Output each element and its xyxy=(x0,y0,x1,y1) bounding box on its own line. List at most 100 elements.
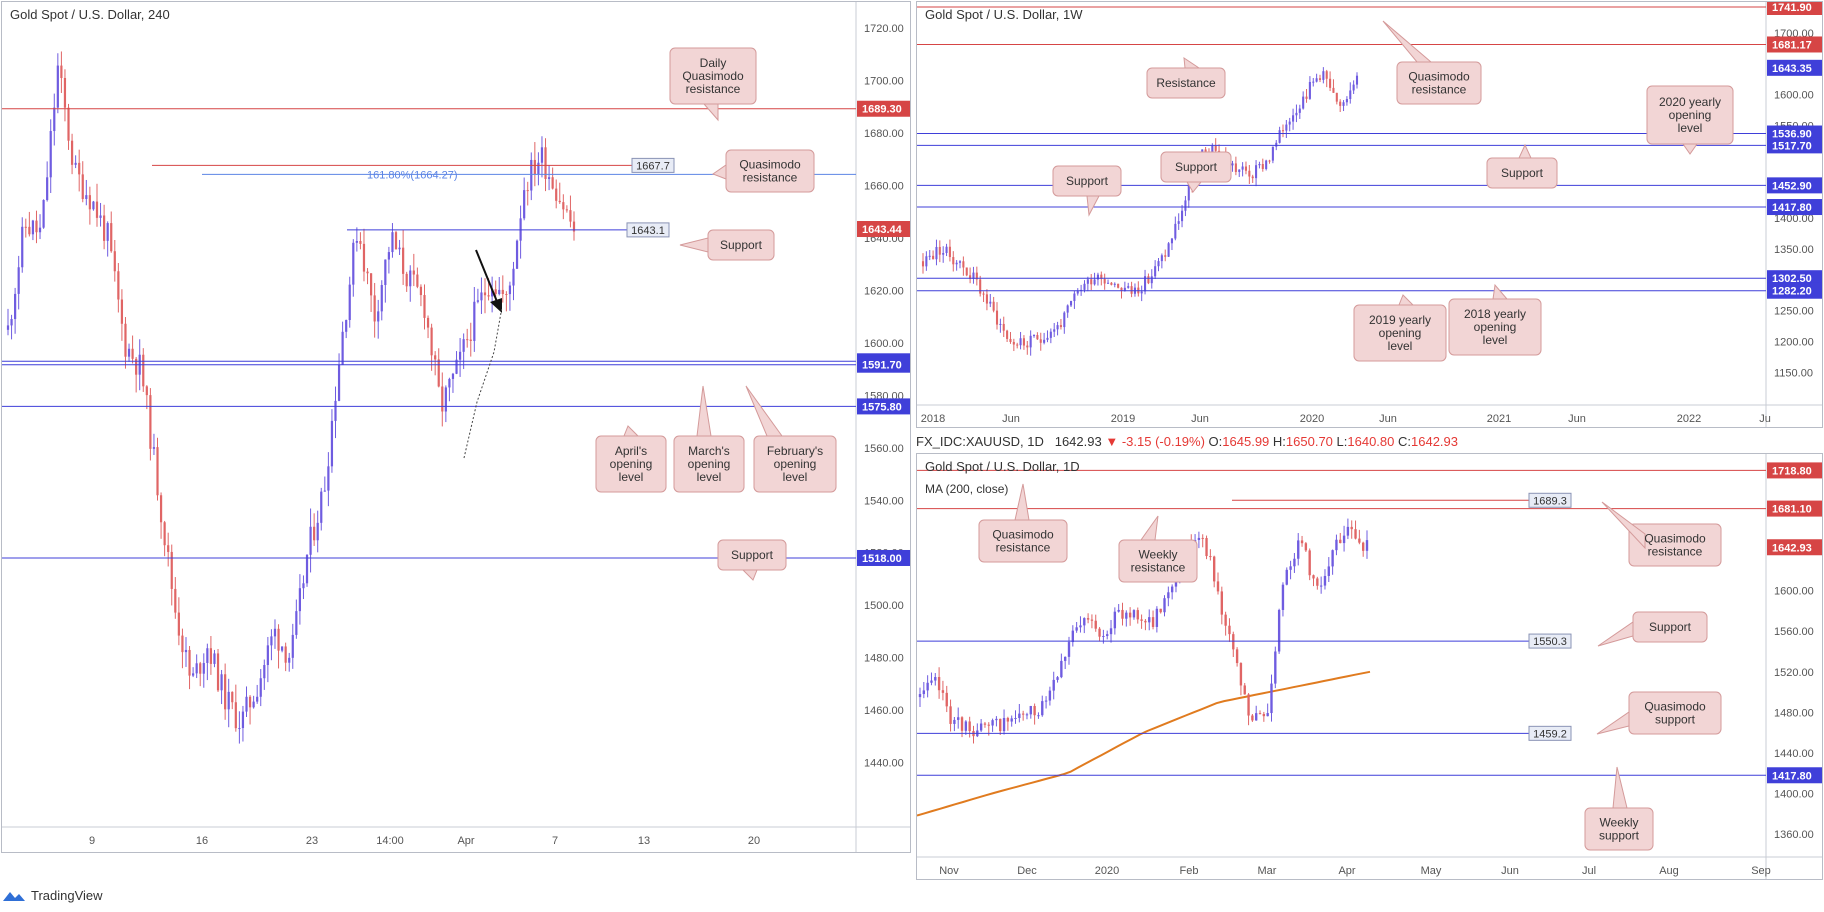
candle xyxy=(1039,332,1042,351)
candle-body xyxy=(1318,78,1322,80)
candle xyxy=(202,653,205,688)
candle xyxy=(544,138,547,192)
candle-body xyxy=(1298,108,1301,113)
candle-body xyxy=(256,696,259,702)
candle xyxy=(1177,213,1180,230)
candle-body xyxy=(491,289,494,297)
candle-body xyxy=(298,588,302,612)
candle-body xyxy=(1251,176,1254,179)
candle-body xyxy=(309,526,312,555)
candle xyxy=(337,353,341,402)
candle-body xyxy=(1098,628,1101,637)
candle-body xyxy=(1071,630,1075,643)
candle-body xyxy=(352,242,355,285)
candle xyxy=(1132,609,1136,620)
candle-body xyxy=(1167,243,1170,257)
candle-body xyxy=(1160,255,1163,262)
candle xyxy=(35,210,38,244)
price-label-text: 1642.93 xyxy=(1772,542,1812,554)
candle-body xyxy=(1302,96,1305,109)
candle-body xyxy=(341,331,344,365)
candle-body xyxy=(1197,537,1201,541)
candle-body xyxy=(38,227,42,233)
price-label-text: 1718.80 xyxy=(1772,465,1812,477)
candle-body xyxy=(373,295,376,322)
callout-text: level xyxy=(619,470,644,484)
candle-body xyxy=(92,201,95,210)
callout-pointer xyxy=(711,164,727,180)
candle-body xyxy=(1121,609,1124,619)
callout-pointer xyxy=(679,237,709,253)
candle-body xyxy=(67,107,70,141)
candle-body xyxy=(476,300,479,302)
candle-body xyxy=(238,728,241,730)
y-tick-label: 1560.00 xyxy=(1774,626,1814,638)
candle xyxy=(387,246,390,274)
candle xyxy=(1022,335,1025,350)
candle xyxy=(964,720,968,735)
candle xyxy=(1312,77,1315,87)
candle-body xyxy=(419,286,423,296)
chart-panel-4h[interactable]: 1720.00 1700.00 1680.00 1660.00 1640.00 1620.… xyxy=(1,1,911,853)
candle xyxy=(1354,520,1357,540)
candle-body xyxy=(1110,282,1113,285)
candle-body xyxy=(1352,84,1355,91)
candle-body xyxy=(444,387,447,412)
candle xyxy=(1069,300,1073,308)
candle xyxy=(113,239,116,282)
candle xyxy=(402,230,405,285)
chart-panel-weekly[interactable]: 1700.001650.001600.001550.001450.001400.… xyxy=(916,1,1823,428)
candle xyxy=(1113,282,1116,288)
candle-body xyxy=(1265,160,1268,169)
tradingview-footer[interactable]: TradingView xyxy=(2,888,103,903)
candle-body xyxy=(968,721,971,732)
candle-body xyxy=(1201,537,1204,539)
candle xyxy=(1358,529,1361,545)
candle xyxy=(928,250,931,261)
candle-body xyxy=(964,721,968,731)
x-tick-label: 7 xyxy=(552,835,558,847)
candle xyxy=(341,321,344,365)
candle-body xyxy=(345,320,348,332)
candle xyxy=(1355,72,1359,89)
candle xyxy=(323,476,326,492)
candle-body xyxy=(1285,569,1288,585)
candle xyxy=(533,142,536,187)
y-tick-label: 1600.00 xyxy=(1774,90,1814,102)
x-tick-label: 2020 xyxy=(1095,865,1119,877)
candle xyxy=(551,167,554,190)
candle xyxy=(127,343,131,362)
candle-body xyxy=(1073,293,1076,301)
callout-pointer xyxy=(1597,621,1634,647)
callout-text: resistance xyxy=(1131,561,1186,575)
candle-body xyxy=(426,317,430,328)
candle-body xyxy=(259,678,262,697)
candle xyxy=(1144,619,1147,631)
candle xyxy=(252,695,255,709)
candle-body xyxy=(316,522,319,541)
candle-body xyxy=(28,226,31,235)
candle-body xyxy=(1016,344,1019,346)
candle-body xyxy=(1335,92,1338,102)
candle xyxy=(1278,126,1281,144)
candle-body xyxy=(330,420,334,467)
chart-panel-daily[interactable]: 1600.00 1560.00 1520.00 1480.00 1440.00 1400.… xyxy=(916,453,1823,880)
callout-text: Quasimodo xyxy=(1408,70,1470,84)
candle-body xyxy=(1083,283,1086,290)
candle xyxy=(1302,91,1305,110)
candle-body xyxy=(565,209,568,211)
candle xyxy=(241,705,245,742)
candle-body xyxy=(280,646,284,651)
candle xyxy=(234,684,237,732)
chart-title: Gold Spot / U.S. Dollar, 240 xyxy=(10,7,170,22)
candle-body xyxy=(1322,71,1325,80)
candle-body xyxy=(1258,713,1262,715)
y-tick-label: 1600.00 xyxy=(864,338,904,350)
price-label-4 xyxy=(1767,137,1822,154)
candle xyxy=(1079,616,1082,633)
ohlc-bar: FX_IDC:XAUUSD, 1D 1642.93 ▼ -3.15 (-0.19… xyxy=(916,434,1458,449)
candle xyxy=(975,266,978,286)
candle xyxy=(926,675,929,698)
